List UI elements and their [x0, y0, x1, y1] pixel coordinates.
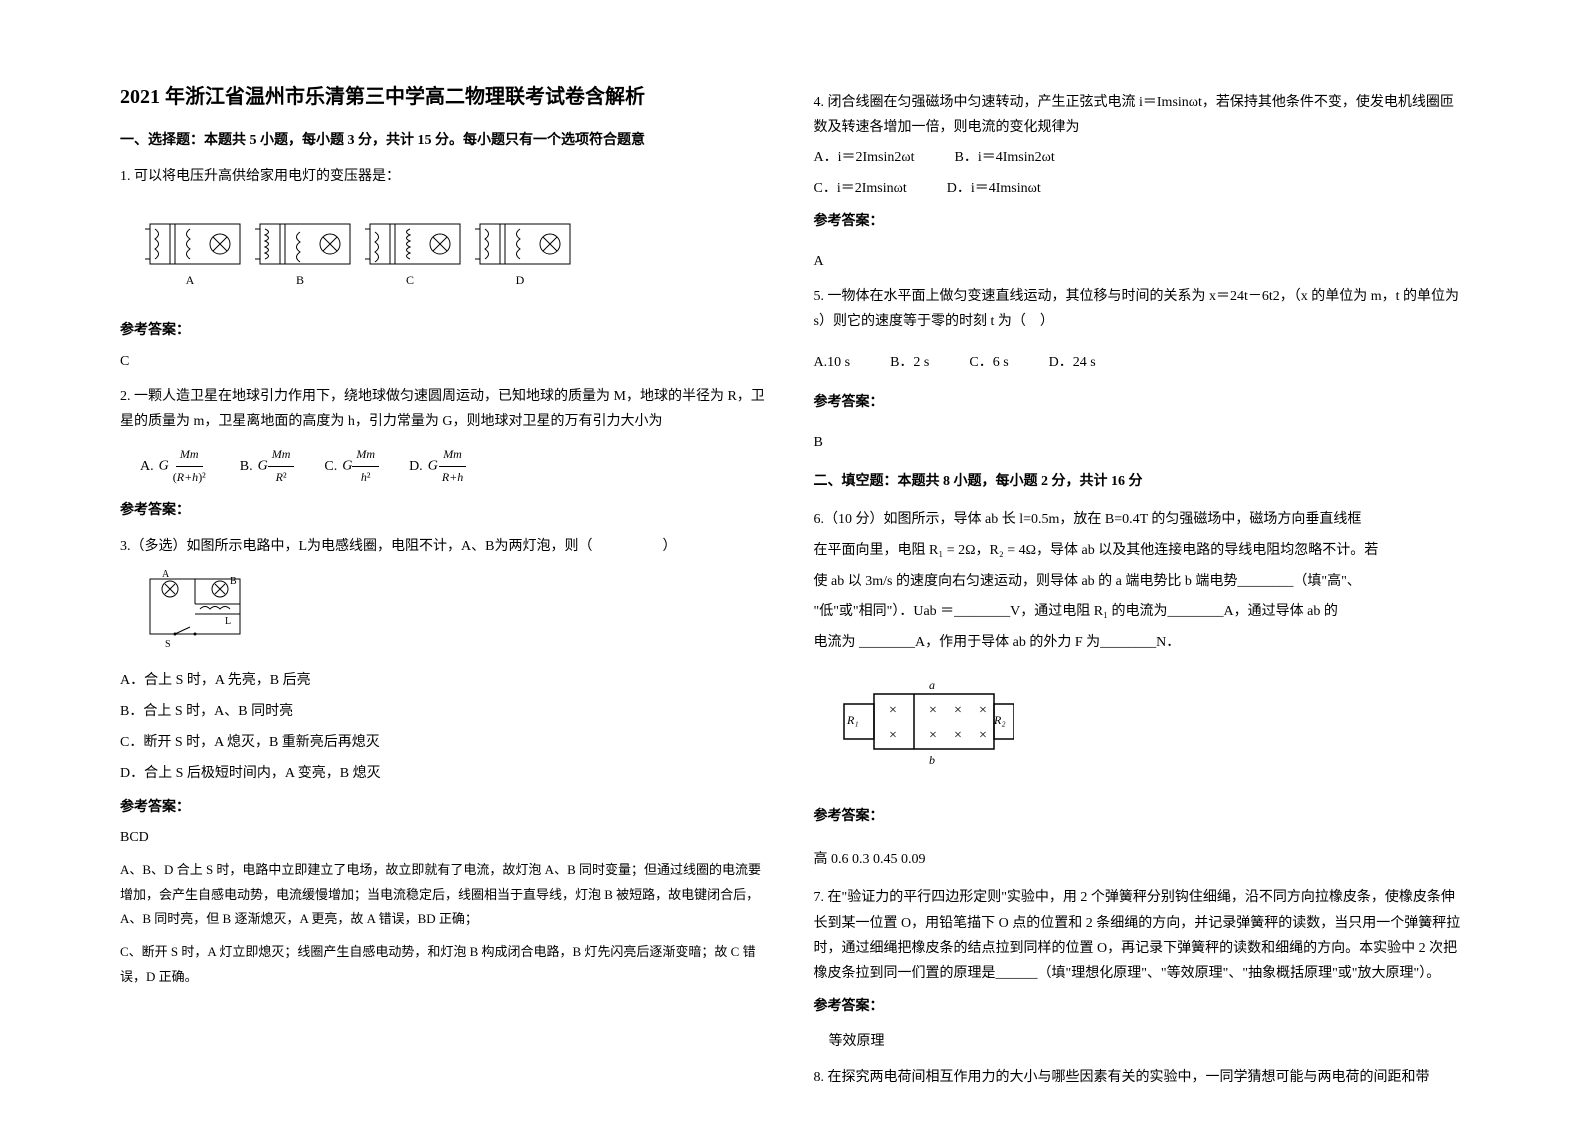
svg-text:×: × — [979, 703, 987, 718]
svg-text:×: × — [929, 728, 937, 743]
svg-text:×: × — [889, 703, 897, 718]
right-column: 4. 闭合线圈在匀强磁场中匀速转动，产生正弦式电流 i＝Imsinωt，若保持其… — [794, 80, 1488, 1082]
q2-answer-label: 参考答案： — [120, 498, 774, 523]
q5-text: 5. 一物体在水平面上做匀变速直线运动，其位移与时间的关系为 x＝24t－6t2… — [814, 284, 1468, 334]
q2-optB: B. — [240, 454, 253, 479]
q6-text1: 6.（10 分）如图所示，导体 ab 长 l=0.5m，放在 B=0.4T 的匀… — [814, 505, 1468, 536]
svg-text:×: × — [954, 728, 962, 743]
svg-text:C: C — [406, 273, 414, 287]
q4-answer: A — [814, 249, 1468, 274]
svg-text:R₁: R₁ — [846, 713, 859, 727]
q2-text: 2. 一颗人造卫星在地球引力作用下，绕地球做匀速圆周运动，已知地球的质量为 M，… — [120, 384, 774, 434]
question-8: 8. 在探究两电荷间相互作用力的大小与哪些因素有关的实验中，一同学猜想可能与两电… — [814, 1065, 1468, 1090]
svg-text:B: B — [230, 576, 237, 587]
q6-text2: 在平面向里，电阻 R₁ = 2Ω，R₂ = 4Ω，导体 ab 以及其他连接电路的… — [814, 536, 1468, 567]
q4-options-row1: A．i＝2Imsin2ωt B．i＝4Imsin2ωt — [814, 145, 1468, 170]
q3-optB: B．合上 S 时，A、B 同时亮 — [120, 699, 774, 724]
q5-optA: A.10 s — [814, 350, 851, 375]
svg-text:A: A — [186, 273, 195, 287]
magnetic-field-diagram: × × × × × × × × R₁ R₂ a b — [834, 674, 1468, 787]
question-2: 2. 一颗人造卫星在地球引力作用下，绕地球做匀速圆周运动，已知地球的质量为 M，… — [120, 384, 774, 524]
q6-answer: 高 0.6 0.3 0.45 0.09 — [814, 845, 1468, 876]
transformer-diagram: A B — [140, 204, 774, 303]
q1-answer-label: 参考答案： — [120, 318, 774, 343]
question-6: 6.（10 分）如图所示，导体 ab 长 l=0.5m，放在 B=0.4T 的匀… — [814, 505, 1468, 875]
q7-text: 7. 在"验证力的平行四边形定则"实验中，用 2 个弹簧秤分别钩住细绳，沿不同方… — [814, 885, 1468, 986]
q4-optC: C．i＝2Imsinωt — [814, 176, 907, 201]
svg-text:×: × — [929, 703, 937, 718]
q6-answer-label: 参考答案： — [814, 802, 1468, 833]
q3-optC: C．断开 S 时，A 熄灭，B 重新亮后再熄灭 — [120, 730, 774, 755]
q5-answer-label: 参考答案： — [814, 390, 1468, 415]
exam-title: 2021 年浙江省温州市乐清第三中学高二物理联考试卷含解析 — [120, 80, 774, 109]
left-column: 2021 年浙江省温州市乐清第三中学高二物理联考试卷含解析 一、选择题：本题共 … — [100, 80, 794, 1082]
svg-text:L: L — [225, 616, 231, 627]
q2-optC: C. — [324, 454, 337, 479]
section1-header: 一、选择题：本题共 5 小题，每小题 3 分，共计 15 分。每小题只有一个选项… — [120, 129, 774, 149]
q6-text3: 使 ab 以 3m/s 的速度向右匀速运动，则导体 ab 的 a 端电势比 b … — [814, 567, 1468, 598]
q4-text: 4. 闭合线圈在匀强磁场中匀速转动，产生正弦式电流 i＝Imsinωt，若保持其… — [814, 90, 1468, 140]
q4-optB: B．i＝4Imsin2ωt — [955, 145, 1055, 170]
section2-header: 二、填空题：本题共 8 小题，每小题 2 分，共计 16 分 — [814, 470, 1468, 490]
q3-options: A．合上 S 时，A 先亮，B 后亮 B．合上 S 时，A、B 同时亮 C．断开… — [120, 668, 774, 787]
q4-answer-label: 参考答案： — [814, 209, 1468, 234]
q3-answer-label: 参考答案： — [120, 795, 774, 820]
q4-optD: D．i＝4Imsinωt — [947, 176, 1041, 201]
q5-options: A.10 s B．2 s C．6 s D．24 s — [814, 350, 1468, 375]
q4-options-row2: C．i＝2Imsinωt D．i＝4Imsinωt — [814, 176, 1468, 201]
q5-optC: C．6 s — [969, 350, 1008, 375]
svg-text:×: × — [979, 728, 987, 743]
q5-optB: B．2 s — [890, 350, 929, 375]
q3-answer: BCD — [120, 825, 774, 850]
q7-answer-label: 参考答案： — [814, 994, 1468, 1019]
q5-answer: B — [814, 430, 1468, 455]
q3-explanation2: C、断开 S 时，A 灯立即熄灭；线圈产生自感电动势，和灯泡 B 构成闭合电路，… — [120, 940, 774, 989]
svg-text:a: a — [929, 678, 935, 692]
q2-optA: A. — [140, 454, 154, 479]
svg-text:×: × — [954, 703, 962, 718]
q1-text: 1. 可以将电压升高供给家用电灯的变压器是： — [120, 164, 774, 189]
q2-optD: D. — [409, 454, 423, 479]
q8-text: 8. 在探究两电荷间相互作用力的大小与哪些因素有关的实验中，一同学猜想可能与两电… — [814, 1065, 1468, 1090]
q7-answer: 等效原理 — [829, 1029, 1468, 1054]
svg-text:R₂: R₂ — [993, 713, 1006, 727]
q3-text: 3.（多选）如图所示电路中，L为电感线圈，电阻不计，A、B为两灯泡，则（ ） — [120, 534, 774, 559]
q6-text4: "低"或"相同"）．Uab ＝________V，通过电阻 R₁ 的电流为___… — [814, 597, 1468, 628]
svg-text:B: B — [296, 273, 304, 287]
inductor-circuit-diagram: A B L S — [140, 569, 774, 658]
question-3: 3.（多选）如图所示电路中，L为电感线圈，电阻不计，A、B为两灯泡，则（ ） A… — [120, 534, 774, 990]
q3-optD: D．合上 S 后极短时间内，A 变亮，B 熄灭 — [120, 761, 774, 786]
q3-explanation1: A、B、D 合上 S 时，电路中立即建立了电场，故立即就有了电流，故灯泡 A、B… — [120, 858, 774, 932]
q5-optD: D．24 s — [1049, 350, 1096, 375]
svg-text:A: A — [162, 569, 170, 580]
question-4: 4. 闭合线圈在匀强磁场中匀速转动，产生正弦式电流 i＝Imsinωt，若保持其… — [814, 90, 1468, 274]
q1-answer: C — [120, 349, 774, 374]
q6-text5: 电流为 ________A，作用于导体 ab 的外力 F 为________N． — [814, 628, 1468, 659]
question-1: 1. 可以将电压升高供给家用电灯的变压器是： A — [120, 164, 774, 374]
question-5: 5. 一物体在水平面上做匀变速直线运动，其位移与时间的关系为 x＝24t－6t2… — [814, 284, 1468, 455]
svg-text:×: × — [889, 728, 897, 743]
svg-text:b: b — [929, 753, 935, 767]
svg-text:D: D — [516, 273, 525, 287]
q2-options: A. GMm(R+h)² B. GMmR² C. GMmh² D. GMmR+h — [140, 444, 774, 488]
q4-optA: A．i＝2Imsin2ωt — [814, 145, 915, 170]
svg-text:S: S — [165, 639, 171, 649]
q3-optA: A．合上 S 时，A 先亮，B 后亮 — [120, 668, 774, 693]
question-7: 7. 在"验证力的平行四边形定则"实验中，用 2 个弹簧秤分别钩住细绳，沿不同方… — [814, 885, 1468, 1054]
